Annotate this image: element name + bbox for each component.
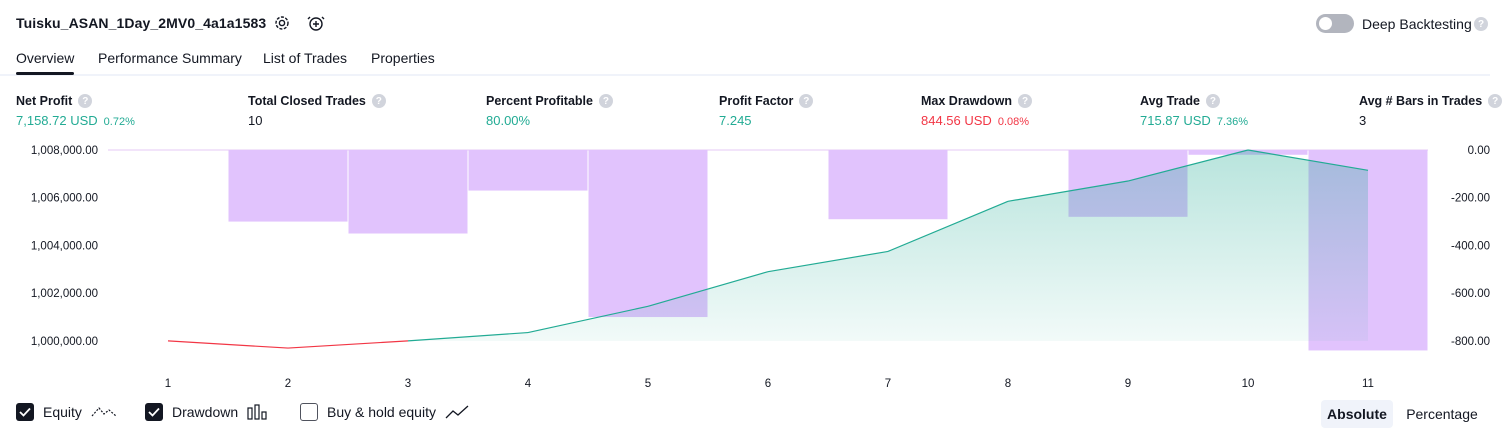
tab-list-of-trades[interactable]: List of Trades [263,50,348,66]
right-axis-tick-label: -200.00 [1451,193,1490,205]
legend-equity[interactable]: Equity [16,403,117,421]
equity-line-icon [91,407,117,417]
equity-line-segment [167,340,289,349]
equity-line-segment [1007,180,1129,202]
left-axis-tick-label: 1,004,000.00 [31,240,98,252]
x-axis-tick-label: 9 [1125,378,1131,390]
left-axis-tick-label: 1,002,000.00 [31,288,98,300]
equity-checkbox[interactable] [16,403,34,421]
metric-sub: 0.08% [997,116,1030,128]
metric-max-drawdown: Max Drawdown? 844.56 USD 0.08% [921,94,1032,128]
right-axis-tick-label: -600.00 [1451,288,1490,300]
drawdown-bar [228,150,348,222]
x-axis-tick-label: 2 [285,378,291,390]
left-axis-tick-label: 1,006,000.00 [31,193,98,205]
trend-line-icon [445,405,469,419]
metric-profit-factor: Profit Factor? 7.245 [719,94,814,128]
right-axis-tick-label: 0.00 [1468,145,1490,157]
deep-backtesting-label: Deep Backtesting [1362,16,1472,32]
equity-area [168,150,1368,341]
x-axis-tick-label: 11 [1362,378,1374,390]
equity-line-segment [767,250,889,273]
legend-buy-hold-label: Buy & hold equity [327,404,436,420]
x-axis-tick-label: 6 [765,378,771,390]
info-icon[interactable]: ? [1205,94,1220,108]
x-axis-tick-label: 7 [885,378,891,390]
tab-performance-summary[interactable]: Performance Summary [98,50,242,66]
right-axis-tick-label: -800.00 [1451,336,1490,348]
metric-label: Avg # Bars in Trades [1359,94,1483,108]
metric-value: 80.00% [486,113,531,128]
info-icon[interactable]: ? [799,94,814,108]
metric-value: 7.245 [719,113,752,128]
metric-label: Max Drawdown [921,94,1012,108]
metric-label: Total Closed Trades [248,94,366,108]
tab-properties[interactable]: Properties [371,50,435,66]
legend-equity-label: Equity [43,404,82,420]
absolute-button[interactable]: Absolute [1321,400,1393,428]
deep-backtesting-toggle[interactable] [1316,14,1354,33]
drawdown-bars-icon [247,404,267,420]
legend-drawdown-label: Drawdown [172,404,239,420]
equity-line-segment [1247,149,1369,171]
add-alert-icon[interactable] [306,13,326,33]
equity-line-segment [1127,149,1249,182]
metric-value: 10 [248,113,263,128]
equity-line-segment [527,305,649,334]
drawdown-checkbox[interactable] [145,403,163,421]
metric-avg-trade: Avg Trade? 715.87 USD 7.36% [1140,94,1248,128]
metric-label: Net Profit [16,94,73,108]
info-icon[interactable]: ? [1018,94,1032,108]
drawdown-bar [828,150,948,220]
metric-value: 7,158.72 USD [16,113,98,128]
left-axis-tick-label: 1,000,000.00 [31,336,98,348]
metric-sub: 7.36% [1216,116,1249,128]
metric-total-closed-trades: Total Closed Trades? 10 [248,94,386,128]
metric-value: 844.56 USD [921,113,992,128]
x-axis-tick-label: 8 [1005,378,1011,390]
left-axis-tick-label: 1,008,000.00 [31,145,98,157]
info-icon[interactable]: ? [371,94,386,108]
x-axis-tick-label: 5 [645,378,651,390]
metric-avg-bars-in-trades: Avg # Bars in Trades? 3 [1359,94,1503,128]
equity-line-segment [407,331,529,342]
right-axis-tick-label: -400.00 [1451,240,1490,252]
metric-value: 715.87 USD [1140,113,1211,128]
buy-hold-checkbox[interactable] [300,403,318,421]
equity-line-segment [287,340,409,349]
report-tabs: Overview Performance Summary List of Tra… [0,48,1490,76]
settings-gear-icon[interactable] [272,13,292,33]
x-axis-tick-label: 4 [525,378,532,390]
strategy-title: Tuisku_ASAN_1Day_2MV0_4a1a1583 [16,15,267,31]
tab-overview[interactable]: Overview [16,50,75,75]
metric-label: Profit Factor [719,94,794,108]
info-icon[interactable]: ? [598,94,613,108]
metric-net-profit: Net Profit? 7,158.72 USD 0.72% [16,94,135,128]
deep-backtesting-help-icon[interactable]: ? [1474,17,1488,31]
metric-value: 3 [1359,113,1367,128]
info-icon[interactable]: ? [1488,94,1503,108]
x-axis-tick-label: 1 [165,378,171,390]
x-axis-tick-label: 10 [1242,378,1255,390]
metric-percent-profitable: Percent Profitable? 80.00% [486,94,613,128]
legend-drawdown[interactable]: Drawdown [145,403,269,421]
info-icon[interactable]: ? [78,94,93,108]
legend-buy-hold-equity[interactable]: Buy & hold equity [300,403,469,421]
metric-label: Percent Profitable [486,94,593,108]
metric-label: Avg Trade [1140,94,1200,108]
percentage-button[interactable]: Percentage [1406,406,1478,422]
drawdown-bar [348,150,468,234]
drawdown-bar [588,150,708,318]
metric-sub: 0.72% [103,116,135,128]
equity-drawdown-chart[interactable]: 1,008,000.00 1,006,000.00 1,004,000.00 1,00… [0,140,1507,395]
equity-line-segment [887,200,1009,252]
x-axis-tick-label: 3 [405,378,411,390]
equity-line-segment [647,271,769,307]
drawdown-bar [468,150,588,191]
